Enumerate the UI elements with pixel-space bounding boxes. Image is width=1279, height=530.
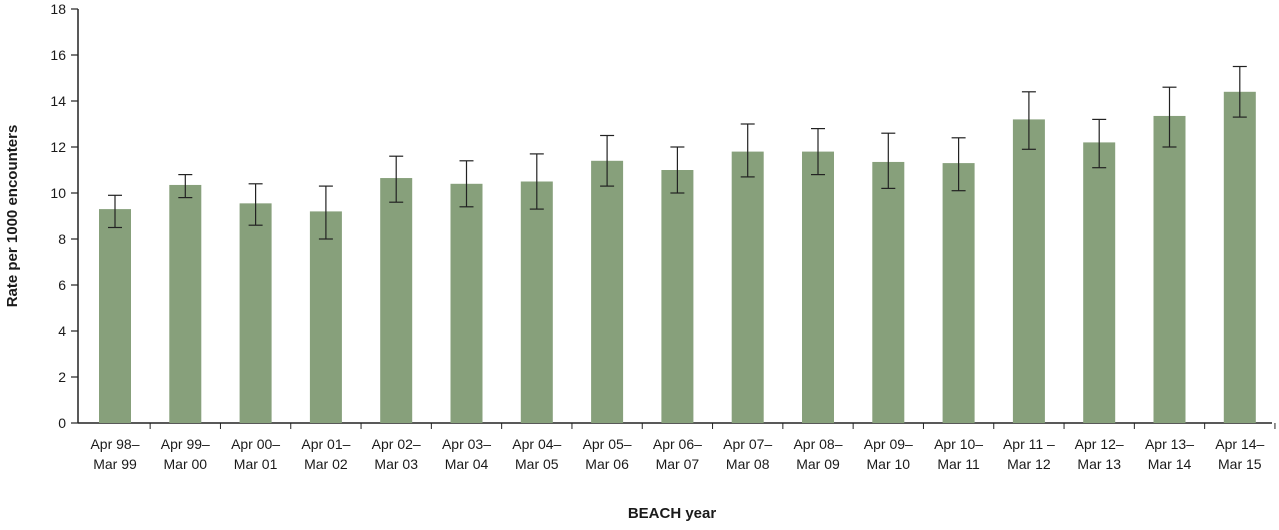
bar xyxy=(309,211,342,423)
x-tick-label: Mar 10 xyxy=(867,456,911,472)
x-tick-label: Mar 15 xyxy=(1218,456,1262,472)
y-tick-label: 2 xyxy=(58,369,66,385)
x-tick-label: Mar 09 xyxy=(796,456,840,472)
x-tick-label: Mar 03 xyxy=(374,456,418,472)
x-tick-label: Apr 04– xyxy=(512,436,561,452)
x-tick-label: Apr 00– xyxy=(231,436,280,452)
bar xyxy=(99,209,131,423)
x-tick-label: Mar 13 xyxy=(1077,456,1121,472)
x-tick-label: Apr 05– xyxy=(583,436,632,452)
bar xyxy=(591,160,624,424)
y-axis-label: Rate per 1000 encounters xyxy=(4,125,21,308)
x-axis-label: BEACH year xyxy=(628,505,717,522)
x-tick-label: Apr 99– xyxy=(161,436,210,452)
x-tick-label: Apr 01– xyxy=(301,436,350,452)
bar xyxy=(661,170,694,423)
bars xyxy=(99,65,1256,424)
y-tick-label: 6 xyxy=(58,277,66,293)
x-tick-label: Apr 11 – xyxy=(1003,436,1055,452)
x-tick-label: Apr 98– xyxy=(90,436,139,452)
x-tick-label: Mar 06 xyxy=(585,456,629,472)
bar xyxy=(450,183,483,423)
x-tick-label: Mar 04 xyxy=(445,456,489,472)
y-axis: 0 2 4 6 8 10 12 14 16 18 xyxy=(50,1,1272,431)
y-tick-label: 14 xyxy=(50,93,66,109)
x-tick-label: Apr 03– xyxy=(442,436,491,452)
y-tick-label: 12 xyxy=(50,139,66,155)
bar xyxy=(1012,119,1045,424)
y-tick-label: 0 xyxy=(58,415,66,431)
x-tick-label: Mar 12 xyxy=(1007,456,1051,472)
y-tick-label: 10 xyxy=(50,185,66,201)
x-tick-label: Mar 01 xyxy=(234,456,278,472)
x-tick-label: Mar 99 xyxy=(93,456,137,472)
x-tick-label: Apr 07– xyxy=(723,436,772,452)
x-tick-labels: Apr 98– Mar 99 Apr 99– Mar 00 Apr 00– Mar 01 A… xyxy=(90,423,1276,472)
y-tick-label: 18 xyxy=(50,1,66,17)
bar xyxy=(169,184,202,423)
x-tick-label: Apr 02– xyxy=(372,436,421,452)
bar xyxy=(802,151,834,423)
x-tick-label: Apr 12– xyxy=(1075,436,1124,452)
bar xyxy=(1223,91,1256,424)
bar xyxy=(239,203,272,423)
bar xyxy=(1153,115,1186,423)
bar xyxy=(1083,142,1116,423)
bar xyxy=(731,151,764,423)
x-tick-label: Apr 14– xyxy=(1215,436,1264,452)
x-tick-label: Mar 11 xyxy=(937,456,980,472)
y-tick-label: 8 xyxy=(58,231,66,247)
x-tick-label: Apr 09– xyxy=(864,436,913,452)
x-tick-label: Mar 07 xyxy=(656,456,700,472)
x-tick-label: Apr 08– xyxy=(793,436,842,452)
bar xyxy=(872,161,905,423)
x-tick-label: Mar 02 xyxy=(304,456,348,472)
x-tick-label: Mar 00 xyxy=(164,456,208,472)
x-tick-label: Apr 06– xyxy=(653,436,702,452)
x-tick-label: Apr 10– xyxy=(934,436,983,452)
x-tick-label: Mar 05 xyxy=(515,456,559,472)
y-tick-label: 4 xyxy=(58,323,66,339)
x-tick-label: Mar 14 xyxy=(1148,456,1192,472)
x-tick-label: Mar 08 xyxy=(726,456,770,472)
x-tick-label: Apr 13– xyxy=(1145,436,1194,452)
bar xyxy=(942,163,975,423)
y-tick-label: 16 xyxy=(50,47,66,63)
bar xyxy=(380,178,413,423)
bar xyxy=(520,181,553,423)
